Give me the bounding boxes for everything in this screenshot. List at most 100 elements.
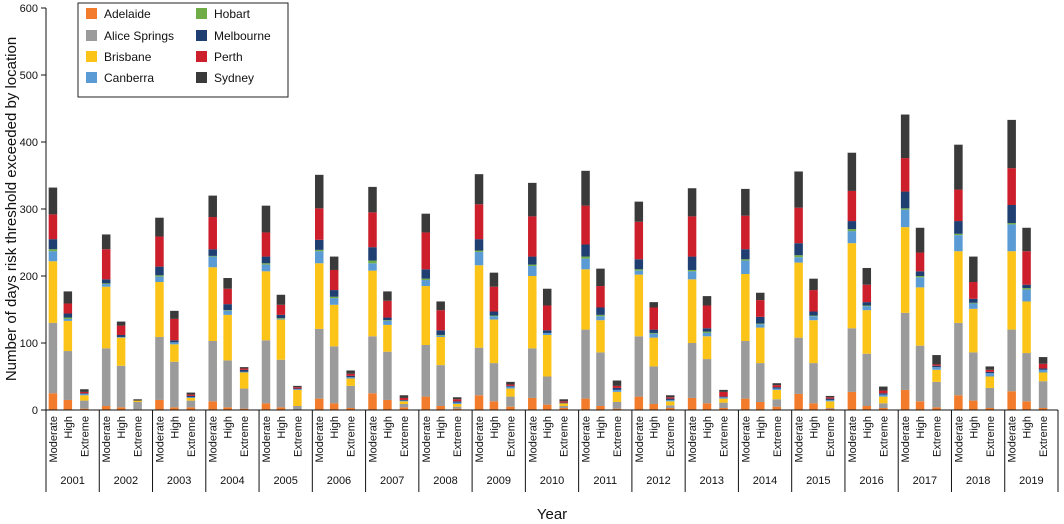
- bar-segment: [969, 282, 978, 299]
- bar-segment: [719, 397, 728, 399]
- bar-segment: [702, 359, 712, 404]
- level-label: Extreme: [559, 416, 571, 457]
- bar-segment: [1007, 223, 1016, 225]
- bar-segment: [329, 403, 339, 410]
- bar-segment: [383, 351, 392, 400]
- bar-segment: [261, 340, 271, 404]
- bar-segment: [847, 190, 857, 222]
- bar-segment: [436, 365, 445, 406]
- bar-segment: [170, 342, 179, 345]
- bar-segment: [809, 311, 818, 316]
- bar-segment: [825, 397, 835, 399]
- bar-segment: [223, 407, 232, 410]
- bar-segment: [741, 398, 750, 410]
- bar-segment: [809, 320, 818, 364]
- year-label: 2009: [486, 475, 510, 487]
- year-label: 2006: [327, 475, 351, 487]
- bar-segment: [329, 290, 339, 297]
- level-label: Extreme: [1038, 416, 1050, 457]
- bar-segment: [506, 385, 515, 387]
- bar-segment: [687, 397, 697, 410]
- bar-segment: [862, 310, 872, 354]
- bar-segment: [368, 247, 377, 261]
- bar-segment: [314, 249, 324, 252]
- bar-segment: [596, 316, 605, 321]
- bar-segment: [474, 239, 484, 251]
- bar-segment: [1022, 284, 1031, 289]
- year-label: 2017: [913, 475, 937, 487]
- bar-segment: [581, 398, 590, 410]
- bar-segment: [63, 303, 73, 314]
- bar-segment: [383, 291, 392, 301]
- bar-segment: [772, 385, 782, 388]
- legend-label: Melbourne: [214, 29, 271, 43]
- bar-segment: [915, 227, 925, 253]
- bar-segment: [900, 208, 910, 210]
- bar-segment: [794, 262, 803, 338]
- bar-segment: [48, 239, 58, 250]
- bar-segment: [436, 334, 445, 336]
- bar-segment: [452, 406, 462, 409]
- bar-segment: [421, 286, 431, 346]
- bar-segment: [436, 330, 445, 335]
- bar-segment: [63, 291, 73, 304]
- level-label: Moderate: [261, 416, 273, 462]
- bar-segment: [399, 403, 409, 408]
- bar-segment: [809, 278, 818, 291]
- bar-segment: [702, 403, 712, 410]
- level-label: Extreme: [932, 416, 944, 457]
- bar-segment: [1022, 401, 1031, 410]
- bar-segment: [261, 271, 271, 341]
- bar-segment: [155, 275, 164, 277]
- bar-segment: [276, 314, 286, 319]
- bar-segment: [186, 395, 196, 398]
- bar-segment: [48, 187, 58, 215]
- bar-segment: [649, 366, 658, 404]
- bar-segment: [985, 366, 995, 370]
- bar-segment: [474, 251, 484, 266]
- bar-segment: [1022, 251, 1031, 285]
- bar-segment: [383, 300, 392, 318]
- bar-segment: [186, 394, 196, 396]
- bar-segment: [756, 401, 765, 410]
- bar-segment: [985, 387, 995, 408]
- bar-segment: [741, 188, 750, 216]
- bar-segment: [346, 375, 355, 378]
- bar-segment: [581, 258, 590, 270]
- bar-segment: [223, 304, 232, 311]
- bar-segment: [954, 322, 963, 396]
- bar-segment: [101, 249, 111, 280]
- y-tick-label: 400: [20, 137, 38, 149]
- bar-segment: [542, 376, 552, 405]
- level-label: Extreme: [346, 416, 358, 457]
- bar-segment: [954, 144, 963, 190]
- bar-segment: [542, 332, 552, 335]
- bar-segment: [223, 288, 232, 305]
- bar-segment: [581, 269, 590, 330]
- year-label: 2004: [220, 475, 244, 487]
- bar-segment: [421, 345, 431, 397]
- year-label: 2007: [380, 475, 404, 487]
- bar-segment: [825, 398, 835, 400]
- bar-segment: [208, 401, 217, 410]
- bar-segment: [634, 221, 644, 260]
- y-tick-label: 500: [20, 70, 38, 82]
- bar-segment: [80, 395, 89, 401]
- bar-segment: [170, 361, 179, 408]
- bar-segment: [421, 280, 431, 287]
- level-label: Moderate: [794, 416, 806, 462]
- bar-segment: [383, 320, 392, 321]
- bar-segment: [421, 396, 431, 410]
- bar-segment: [1007, 204, 1016, 224]
- bar-segment: [223, 310, 232, 311]
- bar-segment: [155, 282, 164, 337]
- bar-segment: [741, 259, 750, 261]
- bar-segment: [133, 400, 142, 402]
- bar-segment: [170, 407, 179, 410]
- bar-segment: [665, 398, 675, 400]
- bar-segment: [794, 257, 803, 263]
- bar-segment: [489, 401, 499, 410]
- level-label: Extreme: [825, 416, 837, 457]
